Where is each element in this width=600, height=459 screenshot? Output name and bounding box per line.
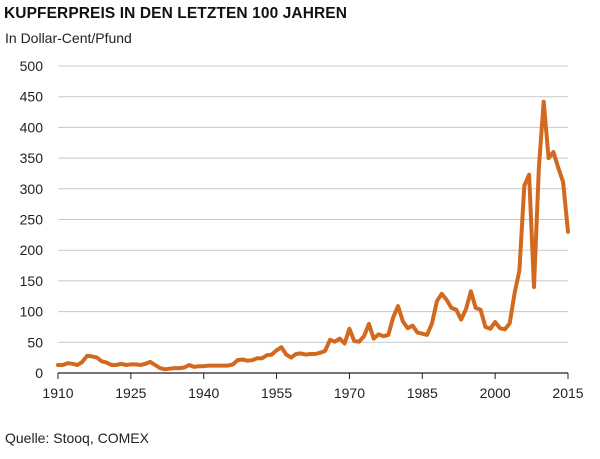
y-tick-label: 150 [20, 273, 44, 289]
y-tick-label: 50 [27, 334, 43, 350]
y-axis-tick-labels: 0 50 100 150 200 250 300 350 400 450 500 [20, 58, 44, 381]
x-tick-label: 2015 [552, 385, 583, 401]
y-tick-label: 200 [20, 242, 44, 258]
grid-lines [58, 65, 568, 343]
y-tick-label: 500 [20, 58, 44, 74]
x-tick-label: 2000 [480, 385, 511, 401]
x-tick-label: 1940 [188, 385, 219, 401]
x-tick-label: 1985 [407, 385, 438, 401]
chart-subtitle: In Dollar-Cent/Pfund [5, 30, 132, 46]
x-axis-tick-labels: 1910 1925 1940 1955 1970 1985 2000 2015 [42, 385, 583, 401]
y-tick-label: 350 [20, 150, 44, 166]
y-tick-label: 400 [20, 119, 44, 135]
y-tick-label: 250 [20, 212, 44, 228]
y-tick-label: 450 [20, 89, 44, 105]
x-tick-label: 1910 [42, 385, 73, 401]
series-line-copper-price [56, 99, 570, 372]
y-tick-label: 300 [20, 181, 44, 197]
x-tick-label: 1955 [261, 385, 292, 401]
x-tick-label: 1970 [334, 385, 365, 401]
x-tick-label: 1925 [115, 385, 146, 401]
y-tick-label: 100 [20, 304, 44, 320]
chart-title: KUPFERPREIS IN DEN LETZTEN 100 JAHREN [4, 5, 348, 22]
y-tick-label: 0 [35, 365, 43, 381]
x-axis [57, 372, 569, 379]
source-note: Quelle: Stooq, COMEX [5, 430, 149, 446]
